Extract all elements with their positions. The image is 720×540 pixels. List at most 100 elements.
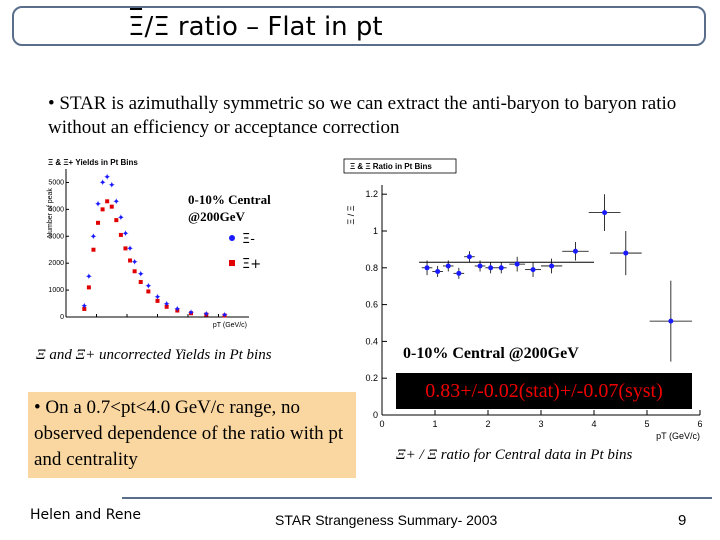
yields-caption: Ξ and Ξ+ uncorrected Yields in Pt bins	[36, 347, 272, 363]
ratio-point	[602, 210, 608, 216]
ratio-y-tick-label: 1.2	[365, 189, 378, 199]
ratio-point	[623, 250, 629, 256]
ratio-y-axis-label: Ξ / Ξ	[346, 205, 356, 224]
yields-x-axis-label: pT (GeV/c)	[213, 322, 247, 329]
page-number: 9	[678, 512, 687, 529]
yields-point-xi-plus	[155, 298, 160, 303]
yields-point-xi-plus	[132, 269, 137, 274]
conclusion-box: • On a 0.7<pt<4.0 GeV/c range, no observ…	[28, 392, 356, 478]
yields-point-xi-minus: ✦	[113, 197, 121, 207]
ratio-point	[435, 268, 441, 274]
yields-point-xi-plus	[86, 285, 91, 290]
conclusion-text: • On a 0.7<pt<4.0 GeV/c range, no observ…	[34, 397, 344, 470]
yields-point-xi-minus: ✦	[99, 178, 107, 188]
yields-y-axis-label: Number of peak	[47, 188, 54, 238]
yields-point-xi-minus: ✦	[94, 200, 102, 210]
yields-point-xi-minus: ✦	[154, 293, 162, 303]
ratio-x-tick-label: 1	[432, 419, 437, 429]
footer-title: STAR Strangeness Summary- 2003	[275, 512, 498, 528]
yields-point-xi-minus: ✦	[145, 282, 153, 292]
yields-y-tick-label: 0	[60, 314, 64, 321]
title-xi: Ξ	[153, 12, 170, 42]
yields-point-xi-plus	[114, 218, 119, 223]
yields-point-xi-plus	[164, 304, 169, 309]
ratio-x-tick-label: 4	[591, 419, 596, 429]
yields-point-xi-plus	[128, 258, 133, 263]
ratio-point	[466, 254, 472, 260]
yields-point-xi-minus: ✦	[137, 270, 145, 280]
ratio-point	[488, 265, 494, 271]
yields-point-xi-minus: ✦	[122, 230, 130, 240]
legend-marker-xi-minus	[229, 235, 235, 241]
yields-point-xi-minus: ✦	[108, 181, 116, 191]
ratio-point	[445, 263, 451, 269]
footer-authors: Helen and Rene	[30, 507, 141, 523]
title-frame	[12, 6, 706, 46]
yields-point-xi-minus: ✦	[117, 213, 125, 223]
ratio-caption: Ξ+ / Ξ ratio for Central data in Pt bins	[396, 447, 633, 463]
ratio-result-box: 0.83+/-0.02(stat)+/-0.07(syst)	[396, 373, 692, 409]
title-xi-bar: Ξ	[128, 8, 145, 42]
ratio-point	[514, 261, 520, 267]
yields-point-xi-plus	[189, 311, 194, 316]
ratio-chart: Ξ & Ξ Ratio in Pt Bins 0 0.2 0.4 0.6 0.8 1 1.2 0…	[343, 158, 703, 441]
ratio-y-tick-label: 0.2	[365, 373, 378, 383]
ratio-x-tick-label: 5	[644, 419, 649, 429]
legend-label-xi-plus: Ξ+	[242, 257, 261, 272]
ratio-x-tick-label: 0	[379, 419, 384, 429]
ratio-x-axis-label: pT (GeV/c)	[656, 431, 700, 441]
yields-point-xi-plus	[123, 246, 128, 251]
yields-point-xi-plus	[175, 308, 180, 313]
yields-point-xi-minus: ✦	[85, 273, 93, 283]
ratio-x-tick-label: 3	[538, 419, 543, 429]
title-text: ratio – Flat in pt	[169, 12, 383, 42]
footer-divider	[122, 497, 712, 499]
ratio-point	[530, 267, 536, 273]
ratio-title-box	[343, 158, 457, 174]
yields-point-xi-minus: ✦	[187, 308, 195, 318]
yields-point-xi-plus	[91, 247, 96, 252]
yields-y-tick-label: 3000	[48, 233, 64, 240]
yields-chart: Ξ & Ξ+ Yields in Pt Bins 0 1000 2000 3000 400…	[44, 155, 254, 330]
yields-point-xi-minus: ✦	[126, 244, 134, 254]
ratio-y-tick-label: 1	[373, 226, 378, 236]
yields-point-xi-minus: ✦	[163, 300, 171, 310]
ratio-chart-title: Ξ & Ξ Ratio in Pt Bins	[350, 162, 432, 171]
yields-point-xi-plus	[109, 204, 114, 209]
ratio-y-tick-label: 0	[373, 410, 378, 420]
yields-point-xi-minus: ✦	[103, 173, 111, 183]
yields-point-xi-minus: ✦	[203, 310, 211, 320]
yields-point-xi-minus: ✦	[90, 232, 98, 242]
yields-legend: 0-10% Central @200GeV Ξ- Ξ+	[188, 192, 271, 272]
yields-chart-bg	[44, 155, 254, 330]
title-slash: /	[144, 12, 154, 42]
ratio-point	[549, 263, 555, 269]
ratio-y-tick-label: 0.6	[365, 300, 378, 310]
ratio-x-tick-label: 6	[697, 419, 702, 429]
yields-y-tick-label: 4000	[48, 206, 64, 213]
yields-chart-title: Ξ & Ξ+ Yields in Pt Bins	[48, 158, 138, 167]
yields-y-tick-label: 2000	[48, 260, 64, 267]
legend-title-2: @200GeV	[188, 209, 245, 224]
yields-point-xi-plus	[146, 289, 151, 294]
ratio-point	[424, 265, 430, 271]
legend-label-xi-minus: Ξ-	[242, 232, 255, 247]
ratio-point	[572, 248, 578, 254]
yields-point-xi-minus: ✦	[81, 302, 89, 312]
ratio-x-tick-label: 2	[485, 419, 490, 429]
ratio-y-tick-label: 0.4	[365, 336, 378, 346]
yields-point-xi-minus: ✦	[221, 311, 229, 321]
legend-marker-xi-plus	[229, 260, 235, 266]
yields-point-xi-plus	[118, 232, 123, 237]
yields-point-xi-plus	[100, 207, 105, 212]
yields-point-xi-plus	[105, 199, 110, 204]
yields-point-xi-plus	[82, 306, 87, 311]
ratio-point	[498, 265, 504, 271]
ratio-point	[456, 270, 462, 276]
ratio-y-tick-label: 0.8	[365, 263, 378, 273]
bullet-text: • STAR is azimuthally symmetric so we ca…	[48, 93, 677, 138]
yields-point-xi-minus: ✦	[131, 258, 139, 268]
yields-point-xi-plus	[138, 280, 143, 285]
ratio-point	[668, 318, 674, 324]
yields-point-xi-plus	[222, 313, 227, 318]
